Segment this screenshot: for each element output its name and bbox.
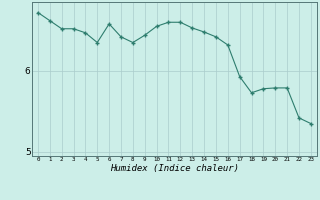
- X-axis label: Humidex (Indice chaleur): Humidex (Indice chaleur): [110, 164, 239, 173]
